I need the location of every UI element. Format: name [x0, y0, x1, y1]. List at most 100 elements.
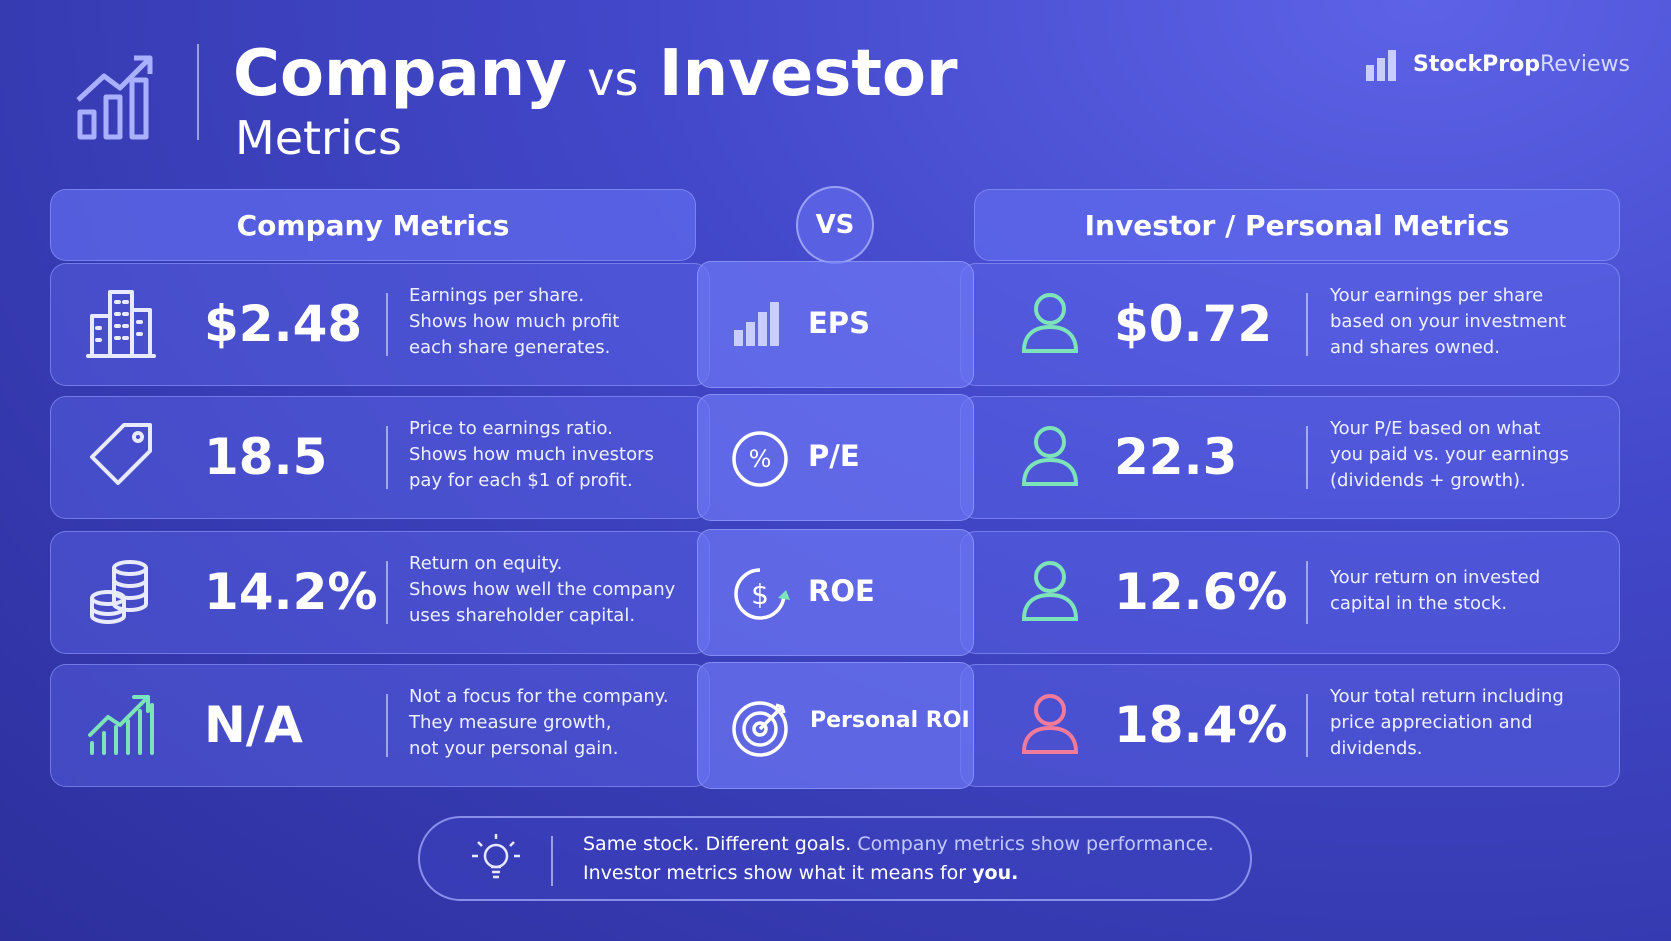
metric-icon — [730, 296, 792, 362]
investor-value: 12.6% — [1114, 563, 1288, 621]
icon — [1021, 293, 1079, 353]
investor-desc: Your P/E based on what you paid vs. your … — [1330, 416, 1569, 494]
brand-icon — [1366, 50, 1396, 81]
title: Company vs Investor — [233, 38, 958, 115]
title-part: Company — [233, 37, 567, 111]
icon — [90, 560, 148, 624]
header-divider — [197, 44, 199, 140]
value-divider — [386, 293, 388, 356]
metric-card — [697, 529, 974, 656]
company-card — [50, 664, 710, 787]
icon — [88, 695, 154, 755]
investor-icon — [1018, 557, 1084, 631]
bulb-icon — [472, 834, 520, 879]
investor-card — [960, 263, 1620, 386]
investor-card — [960, 664, 1620, 787]
desc-line: based on your investment — [1330, 311, 1567, 332]
column-header: Company Metrics — [50, 189, 696, 261]
company-desc: Return on equity. Shows how well the comp… — [409, 551, 675, 629]
desc-line: Your P/E based on what — [1330, 418, 1541, 439]
title-part: Investor — [658, 37, 958, 111]
subtitle: Metrics — [235, 111, 402, 165]
investor-value: $0.72 — [1114, 295, 1273, 353]
company-icon — [84, 286, 164, 370]
icon — [90, 423, 152, 485]
company-card — [50, 263, 710, 386]
value-divider — [1306, 426, 1308, 489]
column-header: Investor / Personal Metrics — [974, 189, 1620, 261]
value-divider — [386, 426, 388, 489]
company-value: 18.5 — [204, 428, 328, 486]
metric-label: Personal ROI — [810, 708, 970, 733]
brand-light: Reviews — [1539, 52, 1630, 77]
investor-icon — [1018, 289, 1084, 363]
company-icon — [84, 554, 164, 638]
desc-line: They measure growth, — [409, 712, 612, 733]
investor-icon — [1018, 690, 1084, 764]
desc-line: capital in the stock. — [1330, 593, 1508, 614]
metric-label: P/E — [808, 439, 860, 473]
desc-line: Return on equity. — [409, 553, 563, 574]
investor-desc: Your total return including price appreci… — [1330, 684, 1564, 762]
icon: $ — [734, 568, 790, 620]
desc-line: and shares owned. — [1330, 337, 1500, 358]
icon — [86, 290, 156, 358]
icon — [1021, 694, 1079, 754]
title-vs: vs — [587, 52, 639, 106]
icon — [734, 302, 779, 346]
metric-label: EPS — [808, 306, 870, 340]
desc-line: Shows how much investors — [409, 444, 654, 465]
company-icon — [84, 687, 164, 771]
investor-value: 22.3 — [1114, 428, 1238, 486]
value-divider — [1306, 694, 1308, 757]
investor-card — [960, 396, 1620, 519]
vs-badge: VS — [796, 186, 874, 264]
investor-desc: Your return on invested capital in the st… — [1330, 565, 1540, 617]
brand: StockPropReviews — [1413, 52, 1630, 77]
value-divider — [1306, 293, 1308, 356]
desc-line: Shows how well the company — [409, 579, 676, 600]
desc-line: each share generates. — [409, 337, 611, 358]
footer-part: Same stock. Different goals. — [583, 833, 852, 855]
footer-pill: Same stock. Different goals. Company met… — [418, 816, 1252, 901]
footer-part: Investor metrics show what it means for — [583, 862, 967, 884]
desc-line: Earnings per share. — [409, 285, 585, 306]
metric-card — [697, 394, 974, 521]
metric-icon — [730, 697, 792, 763]
company-icon — [84, 419, 164, 503]
icon — [732, 701, 788, 757]
footer-part: you. — [972, 862, 1019, 884]
investor-card — [960, 531, 1620, 654]
svg-text:$: $ — [751, 578, 769, 611]
metric-card — [697, 261, 974, 388]
desc-line: pay for each $1 of profit. — [409, 470, 633, 491]
desc-line: Your earnings per share — [1330, 285, 1544, 306]
metric-icon: % — [730, 429, 792, 495]
investor-desc: Your earnings per share based on your inv… — [1330, 283, 1566, 361]
icon — [1021, 561, 1079, 621]
company-value: $2.48 — [204, 295, 363, 353]
metric-label: ROE — [808, 574, 875, 608]
company-value: N/A — [204, 696, 303, 754]
brand-bold: StockProp — [1413, 52, 1540, 77]
icon: % — [732, 431, 788, 487]
value-divider — [1306, 561, 1308, 624]
desc-line: not your personal gain. — [409, 738, 619, 759]
footer-text: Same stock. Different goals. Company met… — [583, 830, 1214, 888]
metric-icon: $ — [730, 564, 792, 630]
desc-line: dividends. — [1330, 738, 1423, 759]
footer-divider — [551, 836, 553, 886]
desc-line: Your return on invested — [1330, 567, 1541, 588]
header-icon — [76, 55, 153, 140]
investor-icon — [1018, 422, 1084, 496]
desc-line: Not a focus for the company. — [409, 686, 669, 707]
investor-value: 18.4% — [1114, 696, 1288, 754]
desc-line: price appreciation and — [1330, 712, 1533, 733]
company-value: 14.2% — [204, 563, 378, 621]
value-divider — [386, 694, 388, 757]
value-divider — [386, 561, 388, 624]
desc-line: (dividends + growth). — [1330, 470, 1526, 491]
company-desc: Earnings per share. Shows how much profit… — [409, 283, 619, 361]
desc-line: uses shareholder capital. — [409, 605, 636, 626]
